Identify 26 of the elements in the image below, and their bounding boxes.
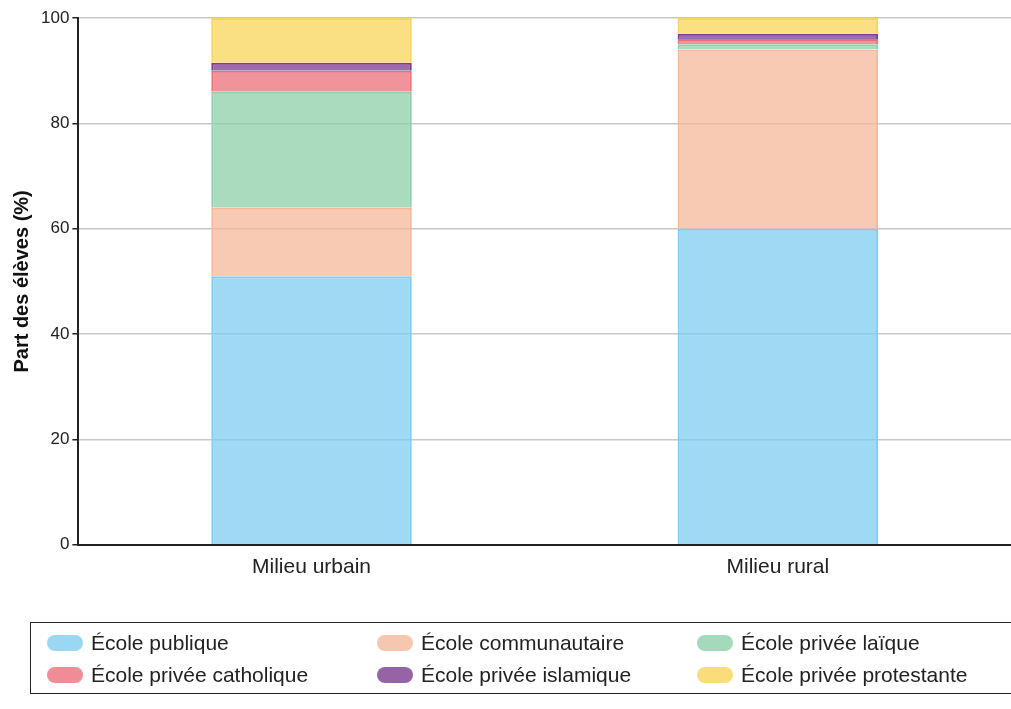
bar <box>677 18 879 34</box>
y-tick-label: 100 <box>40 7 70 27</box>
y-axis-title: Part des élèves (%) <box>9 190 32 373</box>
bar <box>211 70 412 92</box>
legend-label: École privée islamique <box>421 663 632 687</box>
bar <box>211 18 412 63</box>
y-tick-label: 40 <box>50 323 70 343</box>
legend-label: École communautaire <box>421 631 625 655</box>
x-tick-label: Milieu rural <box>726 554 830 578</box>
legend-label: École privée laïque <box>741 631 920 655</box>
bar <box>211 207 412 277</box>
bar <box>677 39 879 45</box>
legend-label: École privée catholique <box>91 663 309 687</box>
bar <box>211 91 412 208</box>
y-tick-label: 20 <box>50 429 70 449</box>
y-tick-label: 0 <box>59 534 70 554</box>
y-tick-label: 80 <box>50 113 70 133</box>
legend-label: École privée protestante <box>741 663 968 687</box>
bar <box>677 33 879 40</box>
bar <box>677 44 879 50</box>
x-tick-label: Milieu urbain <box>251 554 372 578</box>
legend-label: École publique <box>91 631 229 655</box>
y-tick-label: 60 <box>50 218 70 238</box>
bar <box>677 49 879 229</box>
bar <box>677 228 879 545</box>
bar <box>211 276 412 545</box>
